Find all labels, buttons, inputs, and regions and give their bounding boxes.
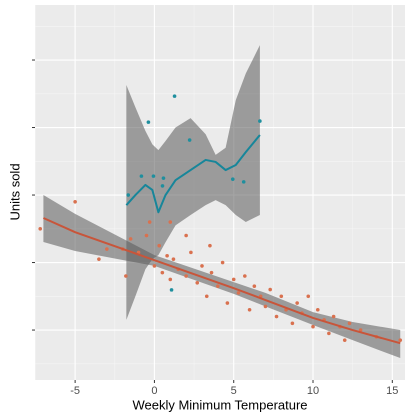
point: [124, 274, 128, 278]
point: [169, 288, 174, 292]
point: [184, 274, 188, 278]
point: [342, 338, 347, 342]
point: [216, 284, 220, 288]
point: [241, 180, 246, 184]
point: [315, 307, 320, 312]
point: [146, 120, 151, 124]
x-tick-label: -5: [70, 385, 80, 397]
point: [331, 314, 336, 319]
point: [220, 260, 225, 265]
point: [208, 243, 212, 248]
point: [161, 176, 166, 180]
point: [171, 257, 176, 261]
point: [195, 280, 200, 285]
point: [172, 94, 177, 98]
point: [225, 301, 230, 305]
point: [189, 250, 193, 255]
point: [290, 321, 295, 326]
point: [73, 199, 77, 204]
point: [168, 277, 173, 282]
point: [268, 287, 272, 292]
x-tick-label: 10: [307, 385, 319, 397]
point: [258, 119, 262, 123]
x-tick-label: 5: [231, 385, 237, 397]
point: [126, 193, 131, 197]
point: [347, 321, 352, 326]
point: [151, 174, 156, 178]
point: [209, 270, 214, 275]
point: [311, 324, 315, 329]
point: [144, 233, 149, 238]
x-tick-label: 15: [386, 385, 398, 397]
point: [230, 177, 235, 181]
point: [231, 277, 236, 282]
point: [38, 226, 43, 231]
confidence-band: [126, 45, 260, 320]
smooth-line: [125, 134, 261, 214]
point: [306, 294, 311, 299]
point: [184, 233, 188, 238]
point: [128, 237, 133, 241]
point: [139, 174, 144, 178]
point: [97, 257, 101, 261]
point: [152, 264, 157, 268]
point: [236, 291, 241, 295]
point: [327, 331, 331, 336]
point: [157, 243, 161, 248]
smooth-line: [42, 217, 401, 345]
point: [252, 284, 257, 288]
y-axis-title: Units sold: [7, 163, 22, 220]
point: [279, 294, 284, 299]
point: [398, 338, 403, 342]
point: [160, 184, 165, 188]
point: [263, 304, 268, 309]
point: [204, 294, 209, 299]
point: [274, 314, 279, 319]
point: [147, 220, 152, 224]
point: [247, 307, 252, 312]
x-axis-title: Weekly Minimum Temperature: [132, 397, 307, 412]
point: [295, 301, 299, 305]
point: [200, 264, 204, 268]
point: [358, 328, 363, 332]
point: [165, 253, 169, 258]
point: [160, 270, 165, 275]
point: [168, 220, 173, 224]
point: [187, 138, 192, 142]
point: [243, 274, 247, 278]
x-tick-label: 0: [151, 385, 157, 397]
point: [105, 247, 109, 251]
